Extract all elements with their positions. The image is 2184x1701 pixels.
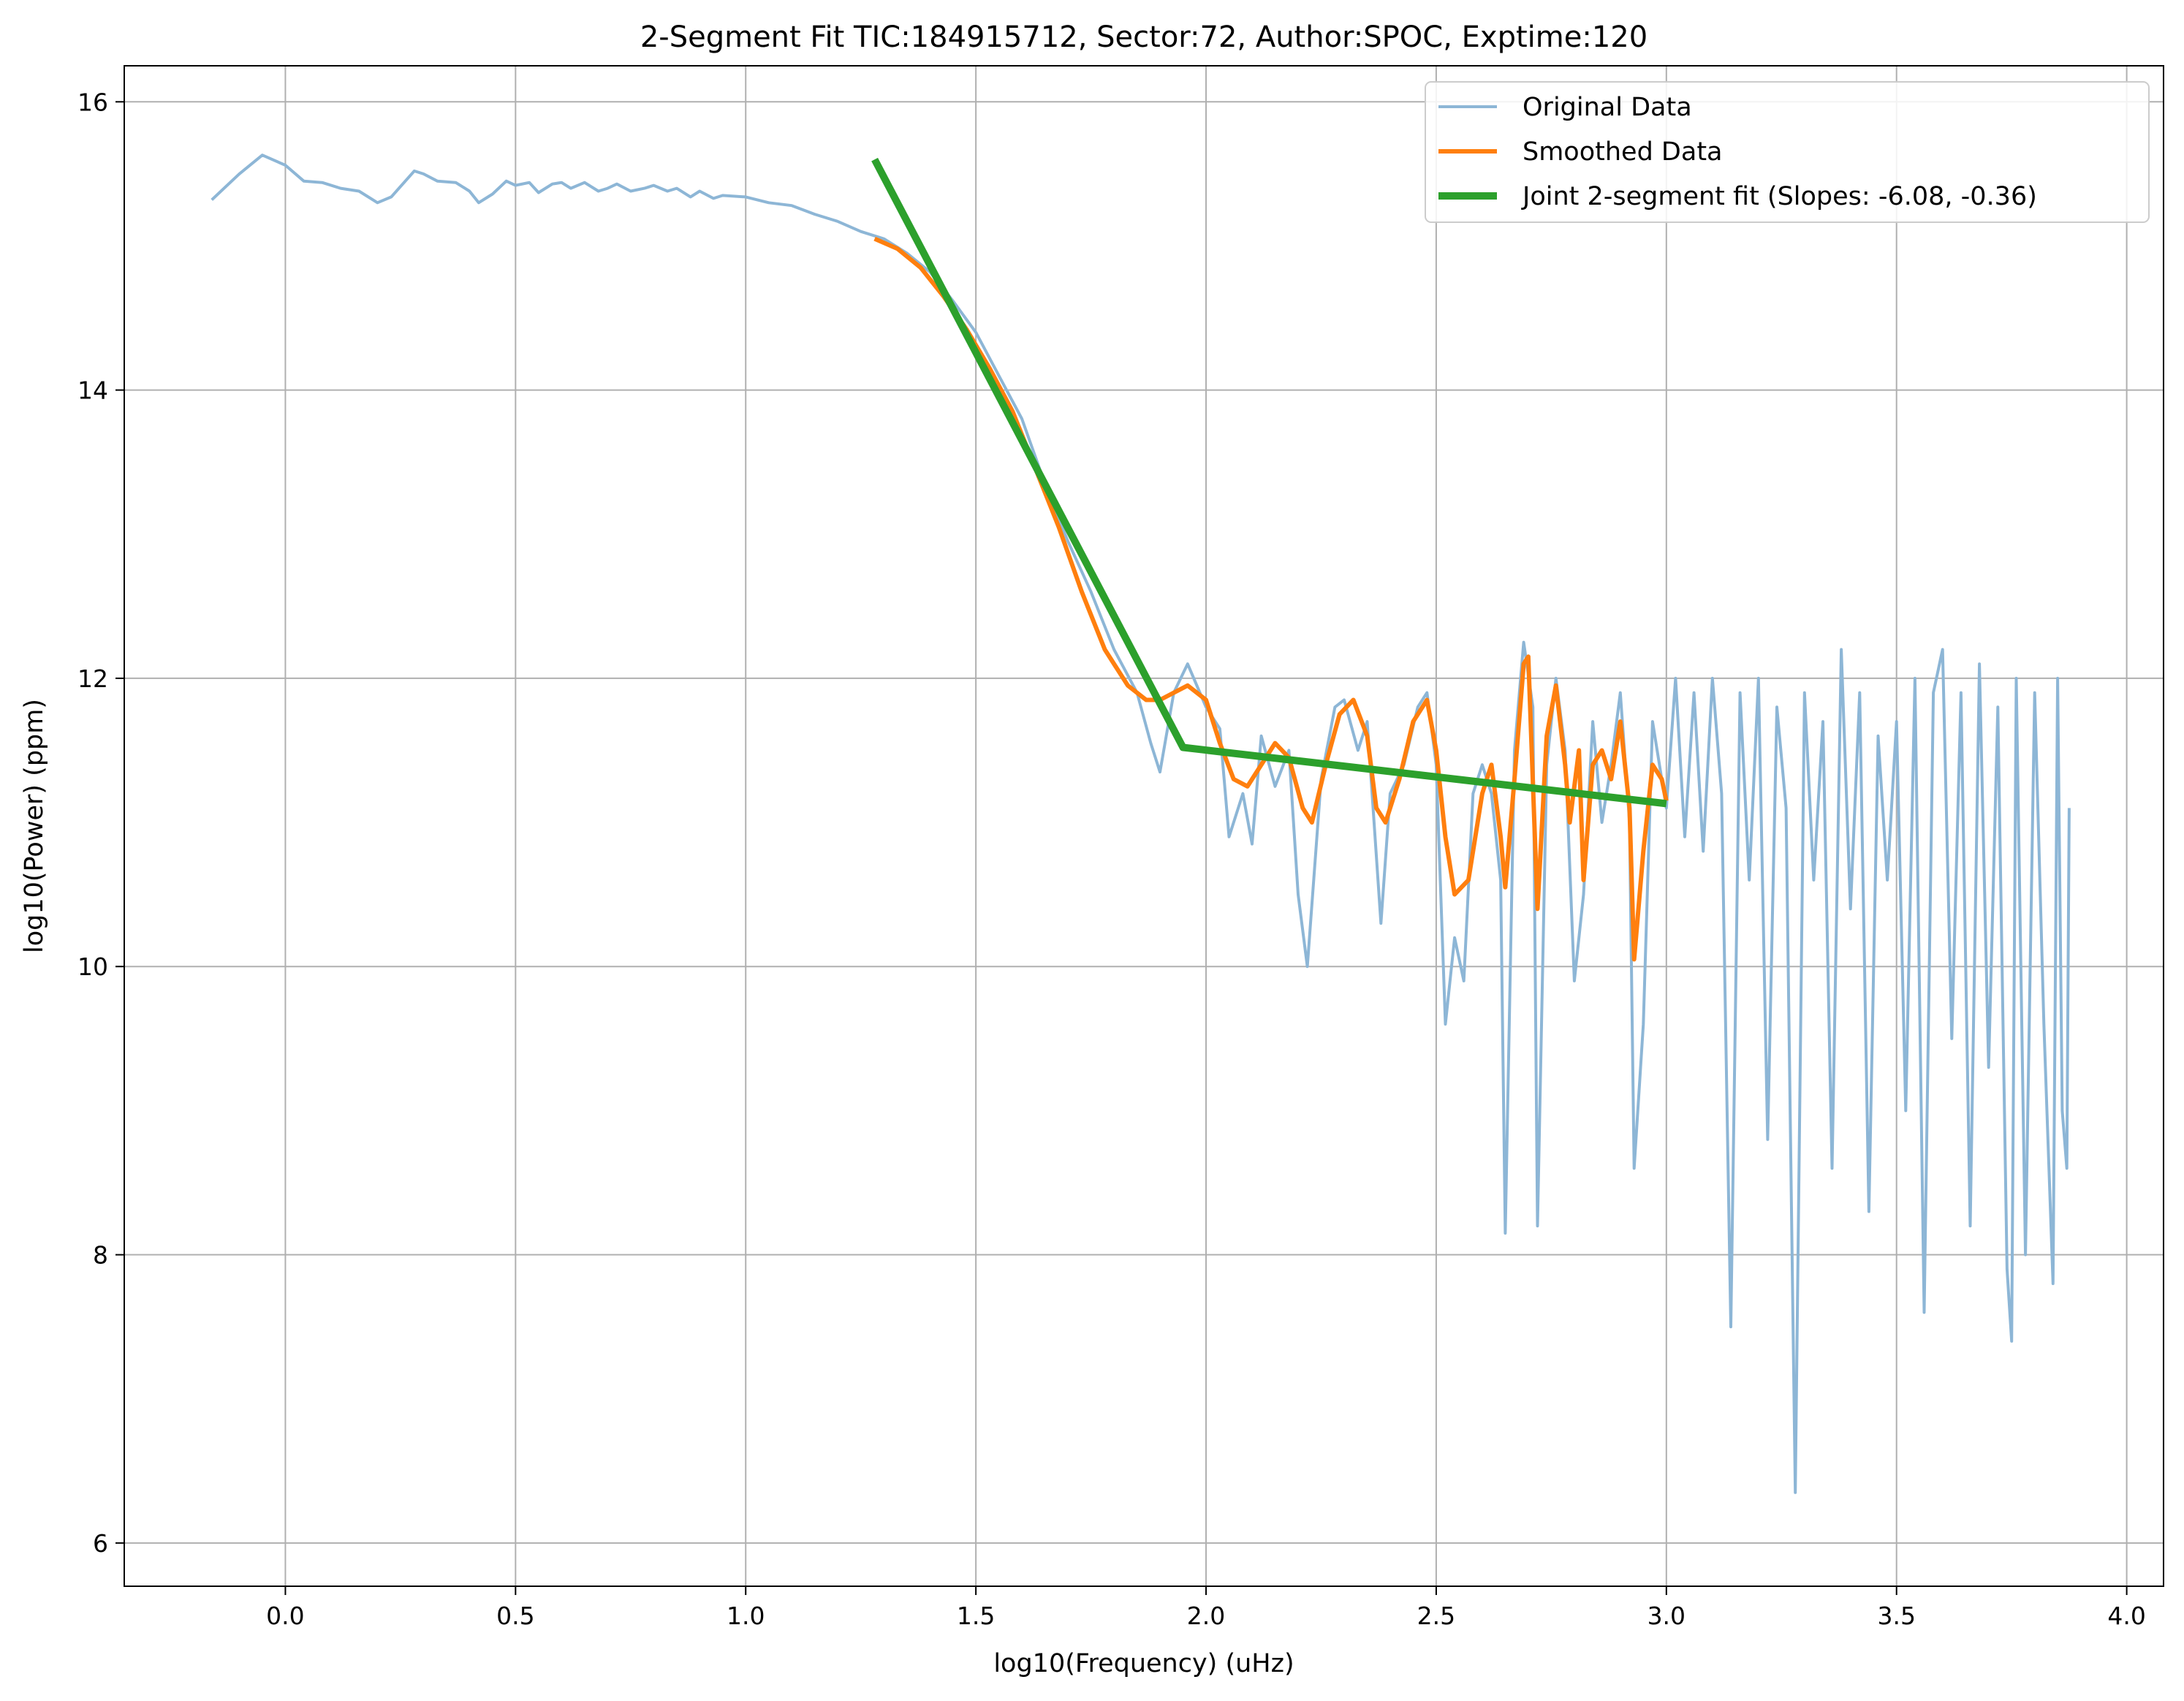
x-tick-label: 0.0	[266, 1602, 304, 1630]
y-tick-label: 14	[77, 376, 108, 405]
y-tick-label: 12	[77, 664, 108, 693]
legend-label-original: Original Data	[1523, 93, 1692, 122]
plot-area	[124, 66, 2164, 1586]
y-tick-label: 16	[77, 88, 108, 116]
y-tick-label: 6	[93, 1529, 108, 1558]
y-axis-label: log10(Power) (ppm)	[20, 699, 49, 953]
grid	[124, 66, 2164, 1586]
x-tick-label: 1.0	[727, 1602, 765, 1630]
series-joint-fit	[871, 157, 1667, 808]
y-tick-label: 8	[93, 1241, 108, 1270]
x-tick-label: 0.5	[496, 1602, 534, 1630]
series-layer	[211, 154, 2071, 1494]
x-axis-label: log10(Frequency) (uHz)	[993, 1649, 1294, 1678]
y-tick-label: 10	[77, 952, 108, 981]
legend: Original Data Smoothed Data Joint 2-segm…	[1425, 81, 2150, 223]
chart-title: 2-Segment Fit TIC:184915712, Sector:72, …	[640, 20, 1648, 54]
x-tick-label: 2.5	[1417, 1602, 1455, 1630]
axis-ticks: 0.0 0.5 1.0 1.5 2.0 2.5 3.0 3.5 4.0 6 8 10 12 14 16	[77, 88, 2146, 1630]
legend-label-smoothed: Smoothed Data	[1523, 137, 1723, 167]
legend-label-fit: Joint 2-segment fit (Slopes: -6.08, -0.3…	[1521, 182, 2037, 211]
x-tick-label: 3.5	[1877, 1602, 1915, 1630]
x-tick-label: 1.5	[957, 1602, 995, 1630]
x-tick-label: 4.0	[2107, 1602, 2145, 1630]
x-tick-label: 3.0	[1648, 1602, 1686, 1630]
series-smoothed-data	[873, 236, 1669, 962]
x-tick-label: 2.0	[1187, 1602, 1225, 1630]
legend-box	[1425, 81, 2150, 223]
plot-frame	[124, 65, 2164, 1587]
